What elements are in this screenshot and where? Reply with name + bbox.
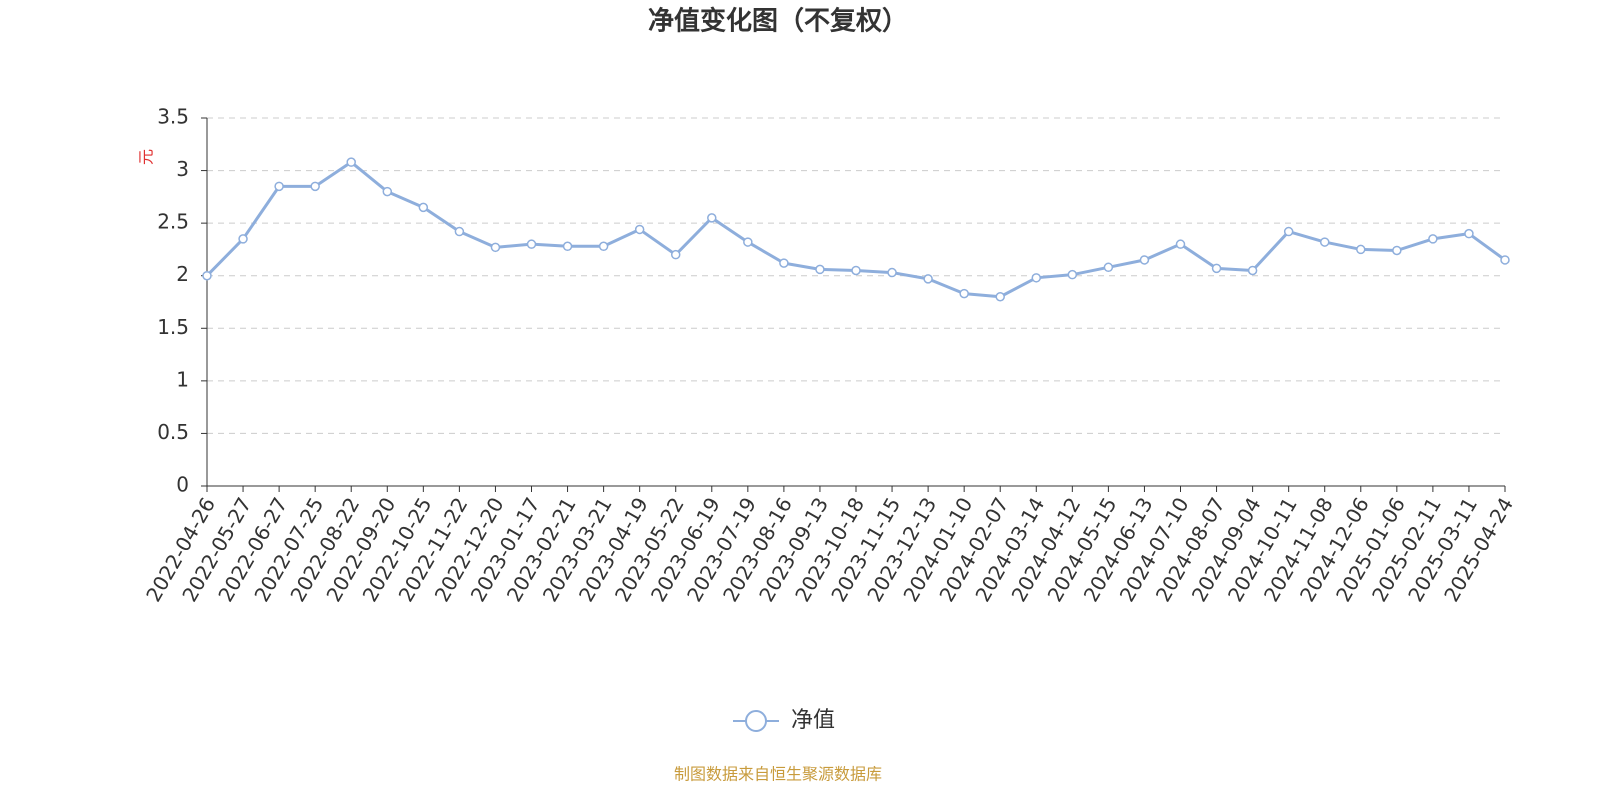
point xyxy=(1211,263,1222,274)
y-tick-label: 0 xyxy=(176,473,189,497)
point xyxy=(1175,239,1186,249)
point xyxy=(1103,262,1114,273)
legend-marker xyxy=(745,710,767,732)
point xyxy=(274,181,284,192)
point xyxy=(707,213,717,223)
y-tick-label: 2 xyxy=(176,262,189,286)
point xyxy=(1067,269,1078,280)
point xyxy=(490,242,501,253)
point xyxy=(238,234,248,244)
source-note: 制图数据来自恒生聚源数据库 xyxy=(674,765,882,784)
point xyxy=(887,267,897,278)
legend-label: 净值 xyxy=(791,708,835,733)
y-tick-label: 0.5 xyxy=(157,420,189,444)
point xyxy=(526,239,537,249)
point xyxy=(779,258,789,268)
point xyxy=(346,157,356,167)
y-axis-label: 元 xyxy=(137,149,156,165)
chart-title: 净值变化图（不复权） xyxy=(648,6,908,37)
point xyxy=(454,226,465,237)
point xyxy=(310,181,320,192)
point xyxy=(995,291,1005,302)
point xyxy=(634,224,645,235)
point xyxy=(1356,244,1366,255)
point xyxy=(1247,265,1258,276)
point xyxy=(1031,273,1042,283)
point xyxy=(670,249,681,260)
point xyxy=(1500,255,1510,265)
point xyxy=(743,237,753,247)
line xyxy=(205,160,1506,299)
y-tick-label: 1 xyxy=(176,367,189,391)
point xyxy=(851,265,861,276)
point xyxy=(1139,255,1150,265)
point xyxy=(562,241,573,252)
point xyxy=(598,241,609,252)
point xyxy=(923,274,933,284)
point xyxy=(1392,245,1402,256)
y-tick-label: 2.5 xyxy=(157,210,189,234)
point xyxy=(959,288,969,299)
point xyxy=(202,270,212,281)
point xyxy=(815,264,825,275)
point xyxy=(418,202,429,213)
point xyxy=(1464,228,1474,239)
point xyxy=(1319,237,1330,247)
y-tick-label: 3 xyxy=(176,157,189,181)
y-tick-label: 3.5 xyxy=(157,105,189,129)
point xyxy=(1283,226,1294,237)
y-tick-label: 1.5 xyxy=(157,315,189,339)
point xyxy=(1428,234,1438,244)
point xyxy=(382,186,393,197)
